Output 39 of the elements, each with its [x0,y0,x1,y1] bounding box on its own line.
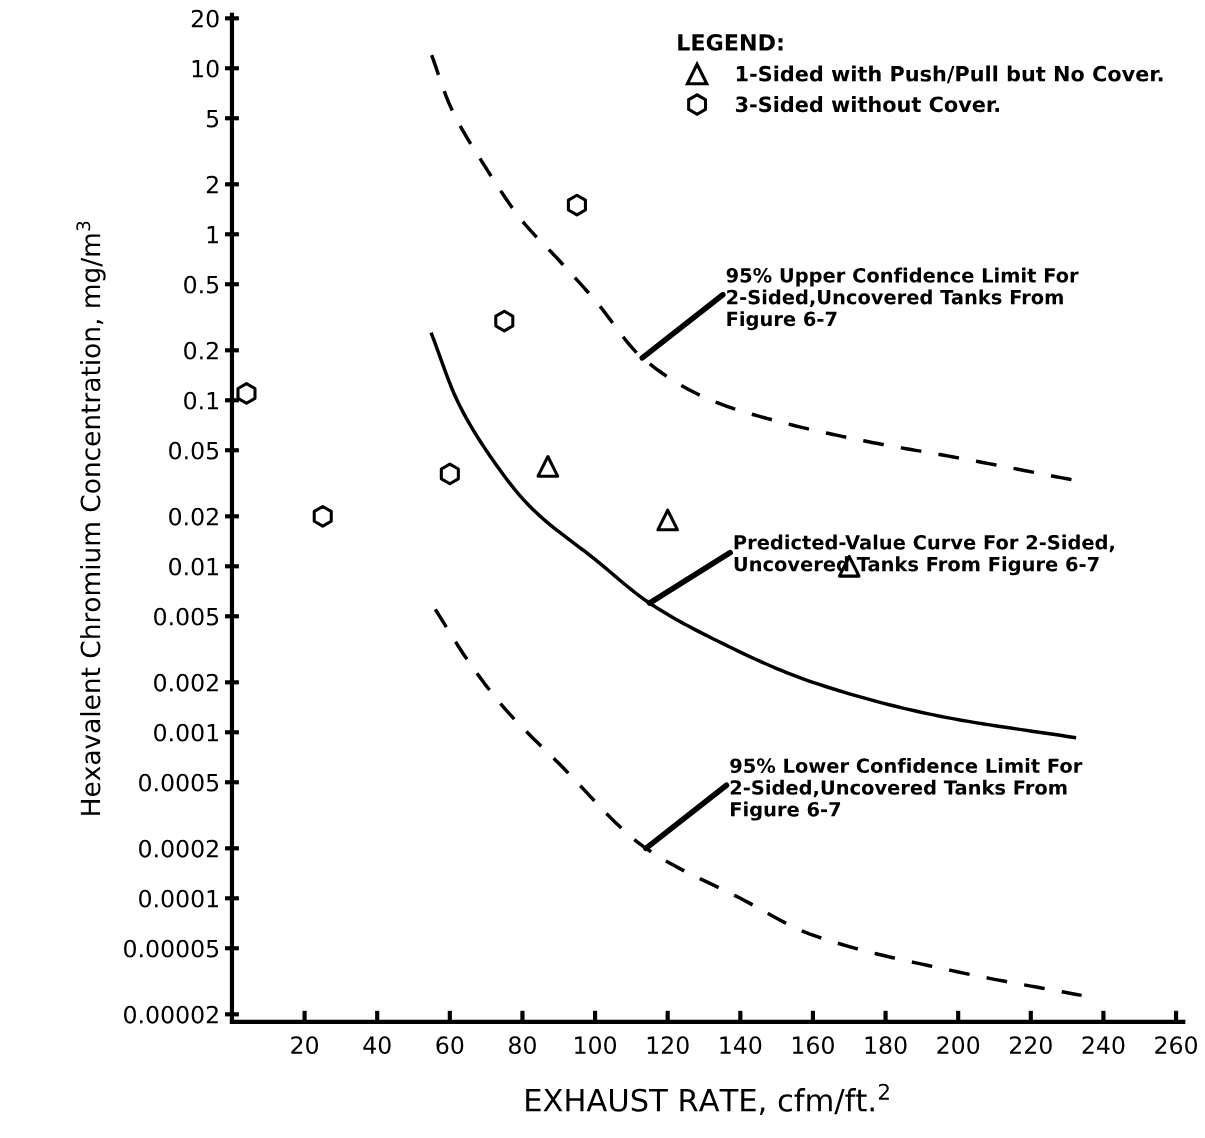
x-tick-label: 140 [720,1036,762,1055]
x-axis-title: EXHAUST RATE, cfm/ft.$^{2}$ [526,1083,889,1115]
y-axis-title: Hexavalent Chromium Concentration, mg/m$^{3}$ [76,221,106,815]
y-tick-label: 0.00002 [124,1005,218,1024]
y-tick-label: 20 [191,9,219,28]
legend-label: 1-Sided with Push/Pull but No Cover. [736,65,1163,84]
y-tick-label: 0.1 [184,391,218,410]
y-tick-label: 10 [192,59,219,78]
x-tick-label: 60 [436,1036,464,1055]
x-tick-label: 40 [363,1036,391,1055]
y-tick-label: 0.05 [169,441,219,460]
x-tick-label: 160 [793,1036,834,1055]
y-tick-label: 0.01 [169,557,218,576]
x-tick-label: 80 [509,1036,536,1055]
x-tick-label: 200 [937,1036,980,1055]
legend-label: 3-Sided without Cover. [735,96,1000,113]
x-tick-label: 260 [1155,1036,1198,1055]
y-tick-label: 0.00005 [124,939,219,958]
x-tick-label: 240 [1082,1036,1125,1055]
y-tick-label: 1 [207,226,218,244]
y-tick-label: 0.0005 [139,773,219,792]
x-tick-label: 220 [1010,1036,1052,1055]
annotation: 95% Lower Confidence Limit For 2-Sided,Uncovered Tanks From Figure 6-7 [730,758,1083,821]
y-tick-label: 0.005 [154,607,219,626]
y-tick-label: 0.2 [184,341,218,360]
y-tick-label: 0.02 [169,507,218,526]
x-tick-label: 120 [647,1036,689,1055]
annotation: 95% Upper Confidence Limit For 2-Sided,Uncovered Tanks From Figure 6-7 [726,267,1079,331]
x-tick-label: 100 [575,1036,617,1055]
y-tick-label: 0.0002 [139,839,218,858]
y-tick-label: 5 [206,110,219,128]
y-tick-label: 0.001 [154,723,218,742]
legend-title: LEGEND: [678,33,783,51]
y-tick-label: 0.5 [184,275,219,294]
x-tick-label: 180 [865,1036,907,1055]
y-tick-label: 0.002 [154,673,218,692]
y-tick-label: 2 [206,175,218,194]
x-tick-label: 20 [291,1036,319,1055]
y-tick-label: 0.0001 [139,889,218,908]
